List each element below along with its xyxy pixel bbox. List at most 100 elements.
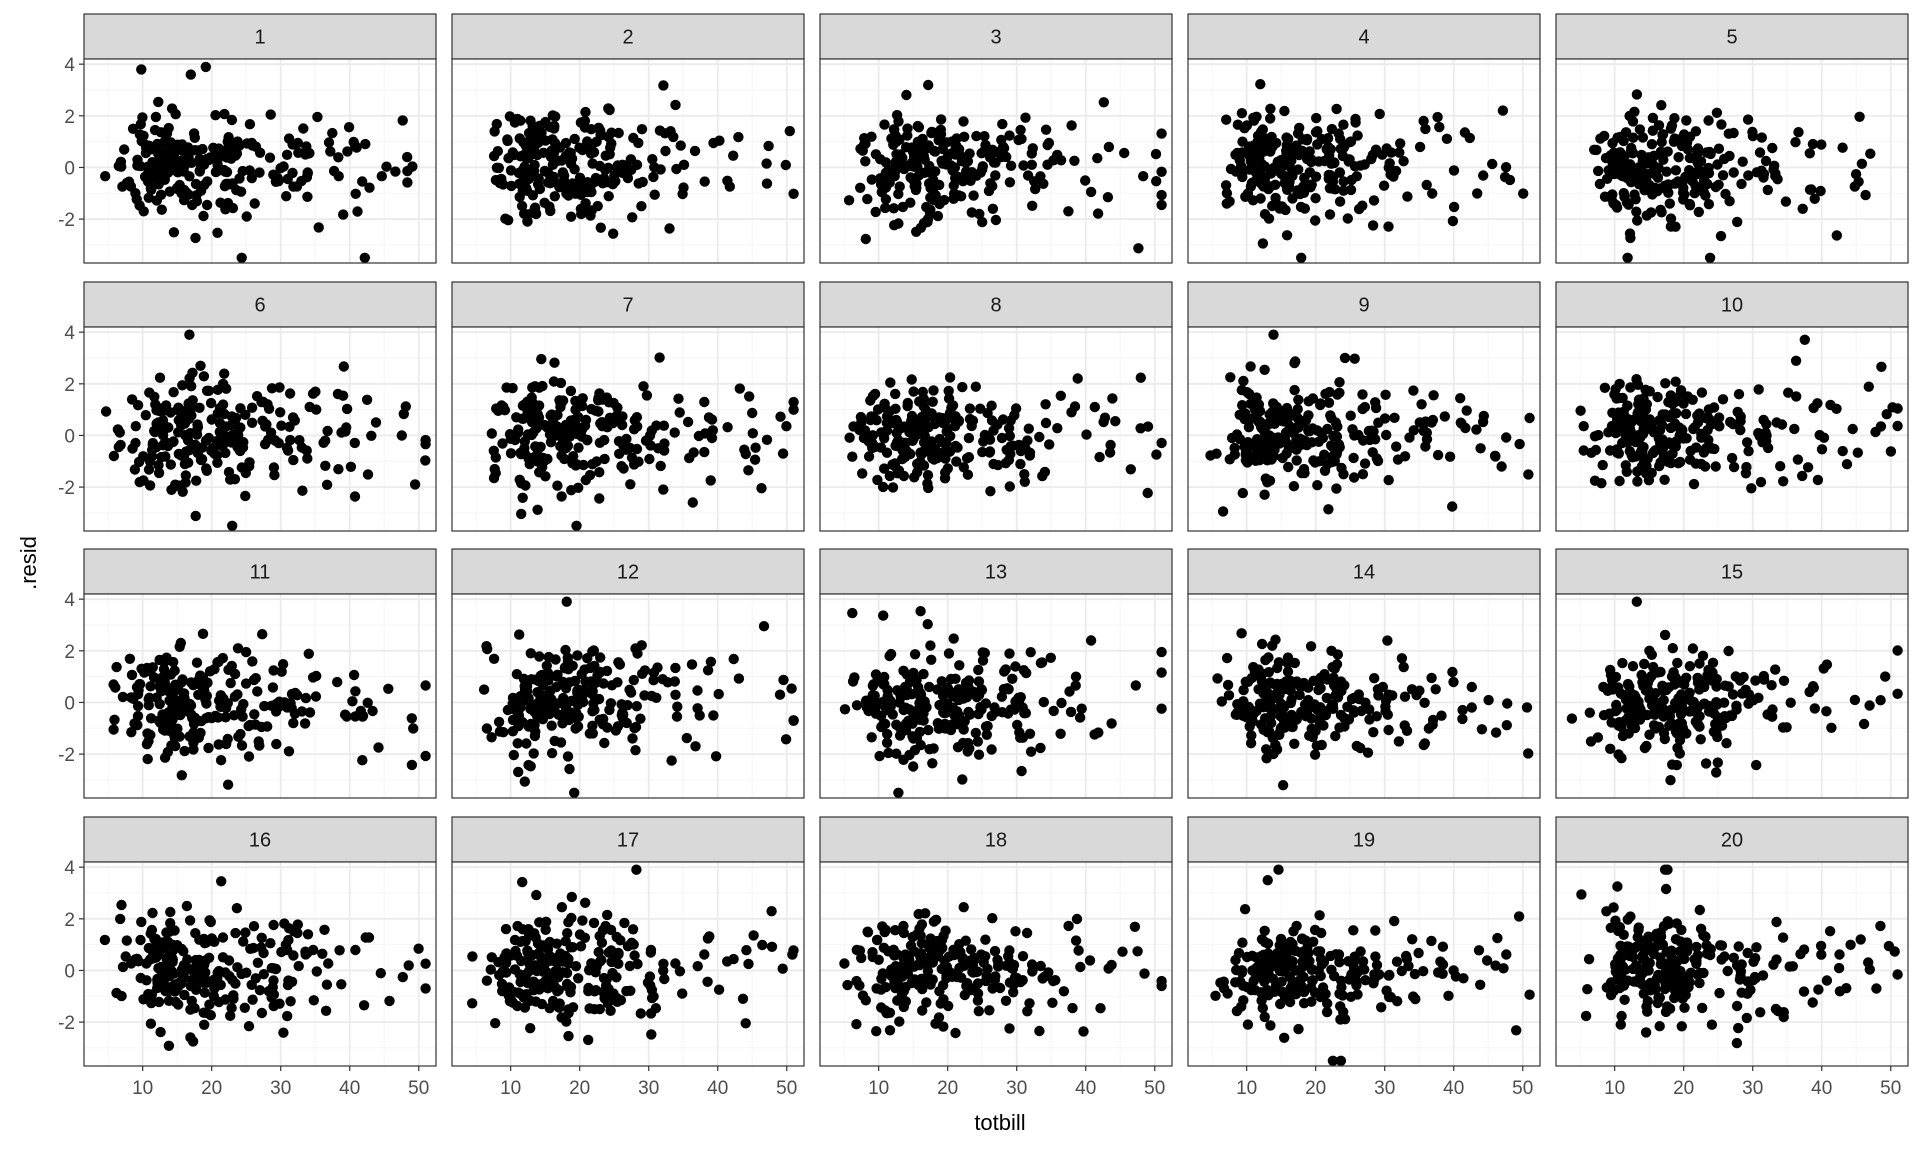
data-point — [258, 969, 269, 980]
data-point — [1632, 215, 1643, 226]
data-point — [594, 467, 605, 478]
data-point — [1693, 206, 1705, 218]
data-point — [1323, 397, 1335, 408]
data-point — [1793, 127, 1804, 138]
data-point — [1348, 925, 1359, 936]
data-point — [604, 149, 615, 160]
data-point — [932, 718, 943, 729]
data-point — [1156, 703, 1167, 714]
data-point — [1792, 454, 1804, 465]
data-point — [1335, 133, 1346, 145]
data-point — [644, 453, 655, 465]
data-point — [900, 981, 911, 993]
data-point — [953, 415, 965, 426]
data-point — [881, 737, 893, 748]
data-point — [889, 124, 900, 135]
data-point — [632, 958, 643, 970]
data-point — [154, 372, 166, 383]
data-point — [1348, 452, 1359, 464]
data-point — [168, 387, 179, 398]
data-point — [509, 964, 521, 975]
data-point — [870, 206, 881, 218]
data-point — [761, 178, 773, 189]
data-point — [282, 445, 294, 456]
data-point — [641, 390, 653, 401]
data-point — [1667, 448, 1678, 459]
data-point — [1300, 180, 1311, 192]
data-point — [253, 736, 264, 747]
data-point — [918, 393, 929, 405]
data-point — [1654, 415, 1665, 426]
data-point — [320, 460, 331, 471]
data-point — [225, 1010, 236, 1021]
data-point — [1374, 969, 1385, 980]
data-point — [223, 955, 235, 966]
data-point — [666, 755, 677, 766]
data-point — [237, 711, 248, 722]
data-point — [1289, 384, 1300, 396]
data-point — [527, 190, 539, 201]
data-point — [1610, 671, 1622, 683]
data-point — [626, 937, 637, 948]
data-point — [167, 956, 178, 968]
data-point — [1815, 185, 1826, 197]
data-point — [522, 695, 533, 706]
data-point — [562, 153, 573, 165]
data-point — [1326, 645, 1337, 656]
data-point — [871, 934, 883, 946]
data-point — [1427, 719, 1438, 730]
data-point — [1366, 153, 1377, 165]
data-point — [923, 79, 934, 91]
data-point — [1797, 203, 1808, 214]
data-point — [606, 127, 617, 138]
data-point — [1658, 695, 1669, 706]
data-point — [1370, 144, 1382, 155]
data-point — [870, 706, 881, 717]
data-point — [1644, 414, 1656, 425]
data-point — [1151, 449, 1162, 460]
data-point — [509, 434, 521, 446]
data-point — [692, 961, 703, 972]
data-point — [1448, 165, 1460, 176]
data-point — [534, 382, 545, 393]
data-point — [750, 442, 761, 453]
data-point — [1004, 945, 1015, 956]
data-point — [649, 189, 660, 200]
data-point — [165, 918, 176, 929]
data-point — [556, 902, 568, 913]
data-point — [610, 176, 621, 187]
data-point — [560, 703, 572, 714]
data-point — [550, 967, 561, 978]
data-point — [857, 468, 868, 479]
data-point — [610, 725, 622, 736]
data-point — [146, 997, 157, 1009]
data-point — [580, 897, 591, 908]
data-point — [978, 957, 989, 968]
data-point — [1863, 381, 1875, 392]
data-point — [176, 770, 187, 781]
data-point — [606, 138, 617, 149]
data-point — [1504, 174, 1516, 186]
data-point — [1349, 353, 1360, 364]
data-point — [888, 139, 899, 150]
data-point — [594, 493, 605, 504]
data-point — [203, 385, 215, 396]
data-point — [921, 997, 932, 1008]
data-point — [133, 956, 144, 967]
data-point — [381, 161, 392, 172]
data-point — [546, 748, 558, 759]
data-point — [1259, 1011, 1270, 1023]
data-point — [585, 662, 596, 674]
data-point — [901, 89, 912, 101]
data-point — [467, 951, 478, 962]
data-point — [153, 467, 165, 479]
data-point — [1256, 719, 1267, 730]
data-point — [199, 987, 210, 998]
facet-strip — [451, 548, 805, 595]
data-point — [670, 662, 681, 674]
data-point — [1426, 672, 1437, 684]
data-point — [256, 932, 267, 943]
facet-strip-label: 3 — [990, 27, 1001, 49]
panel-border — [1555, 593, 1909, 799]
data-point — [763, 140, 774, 152]
